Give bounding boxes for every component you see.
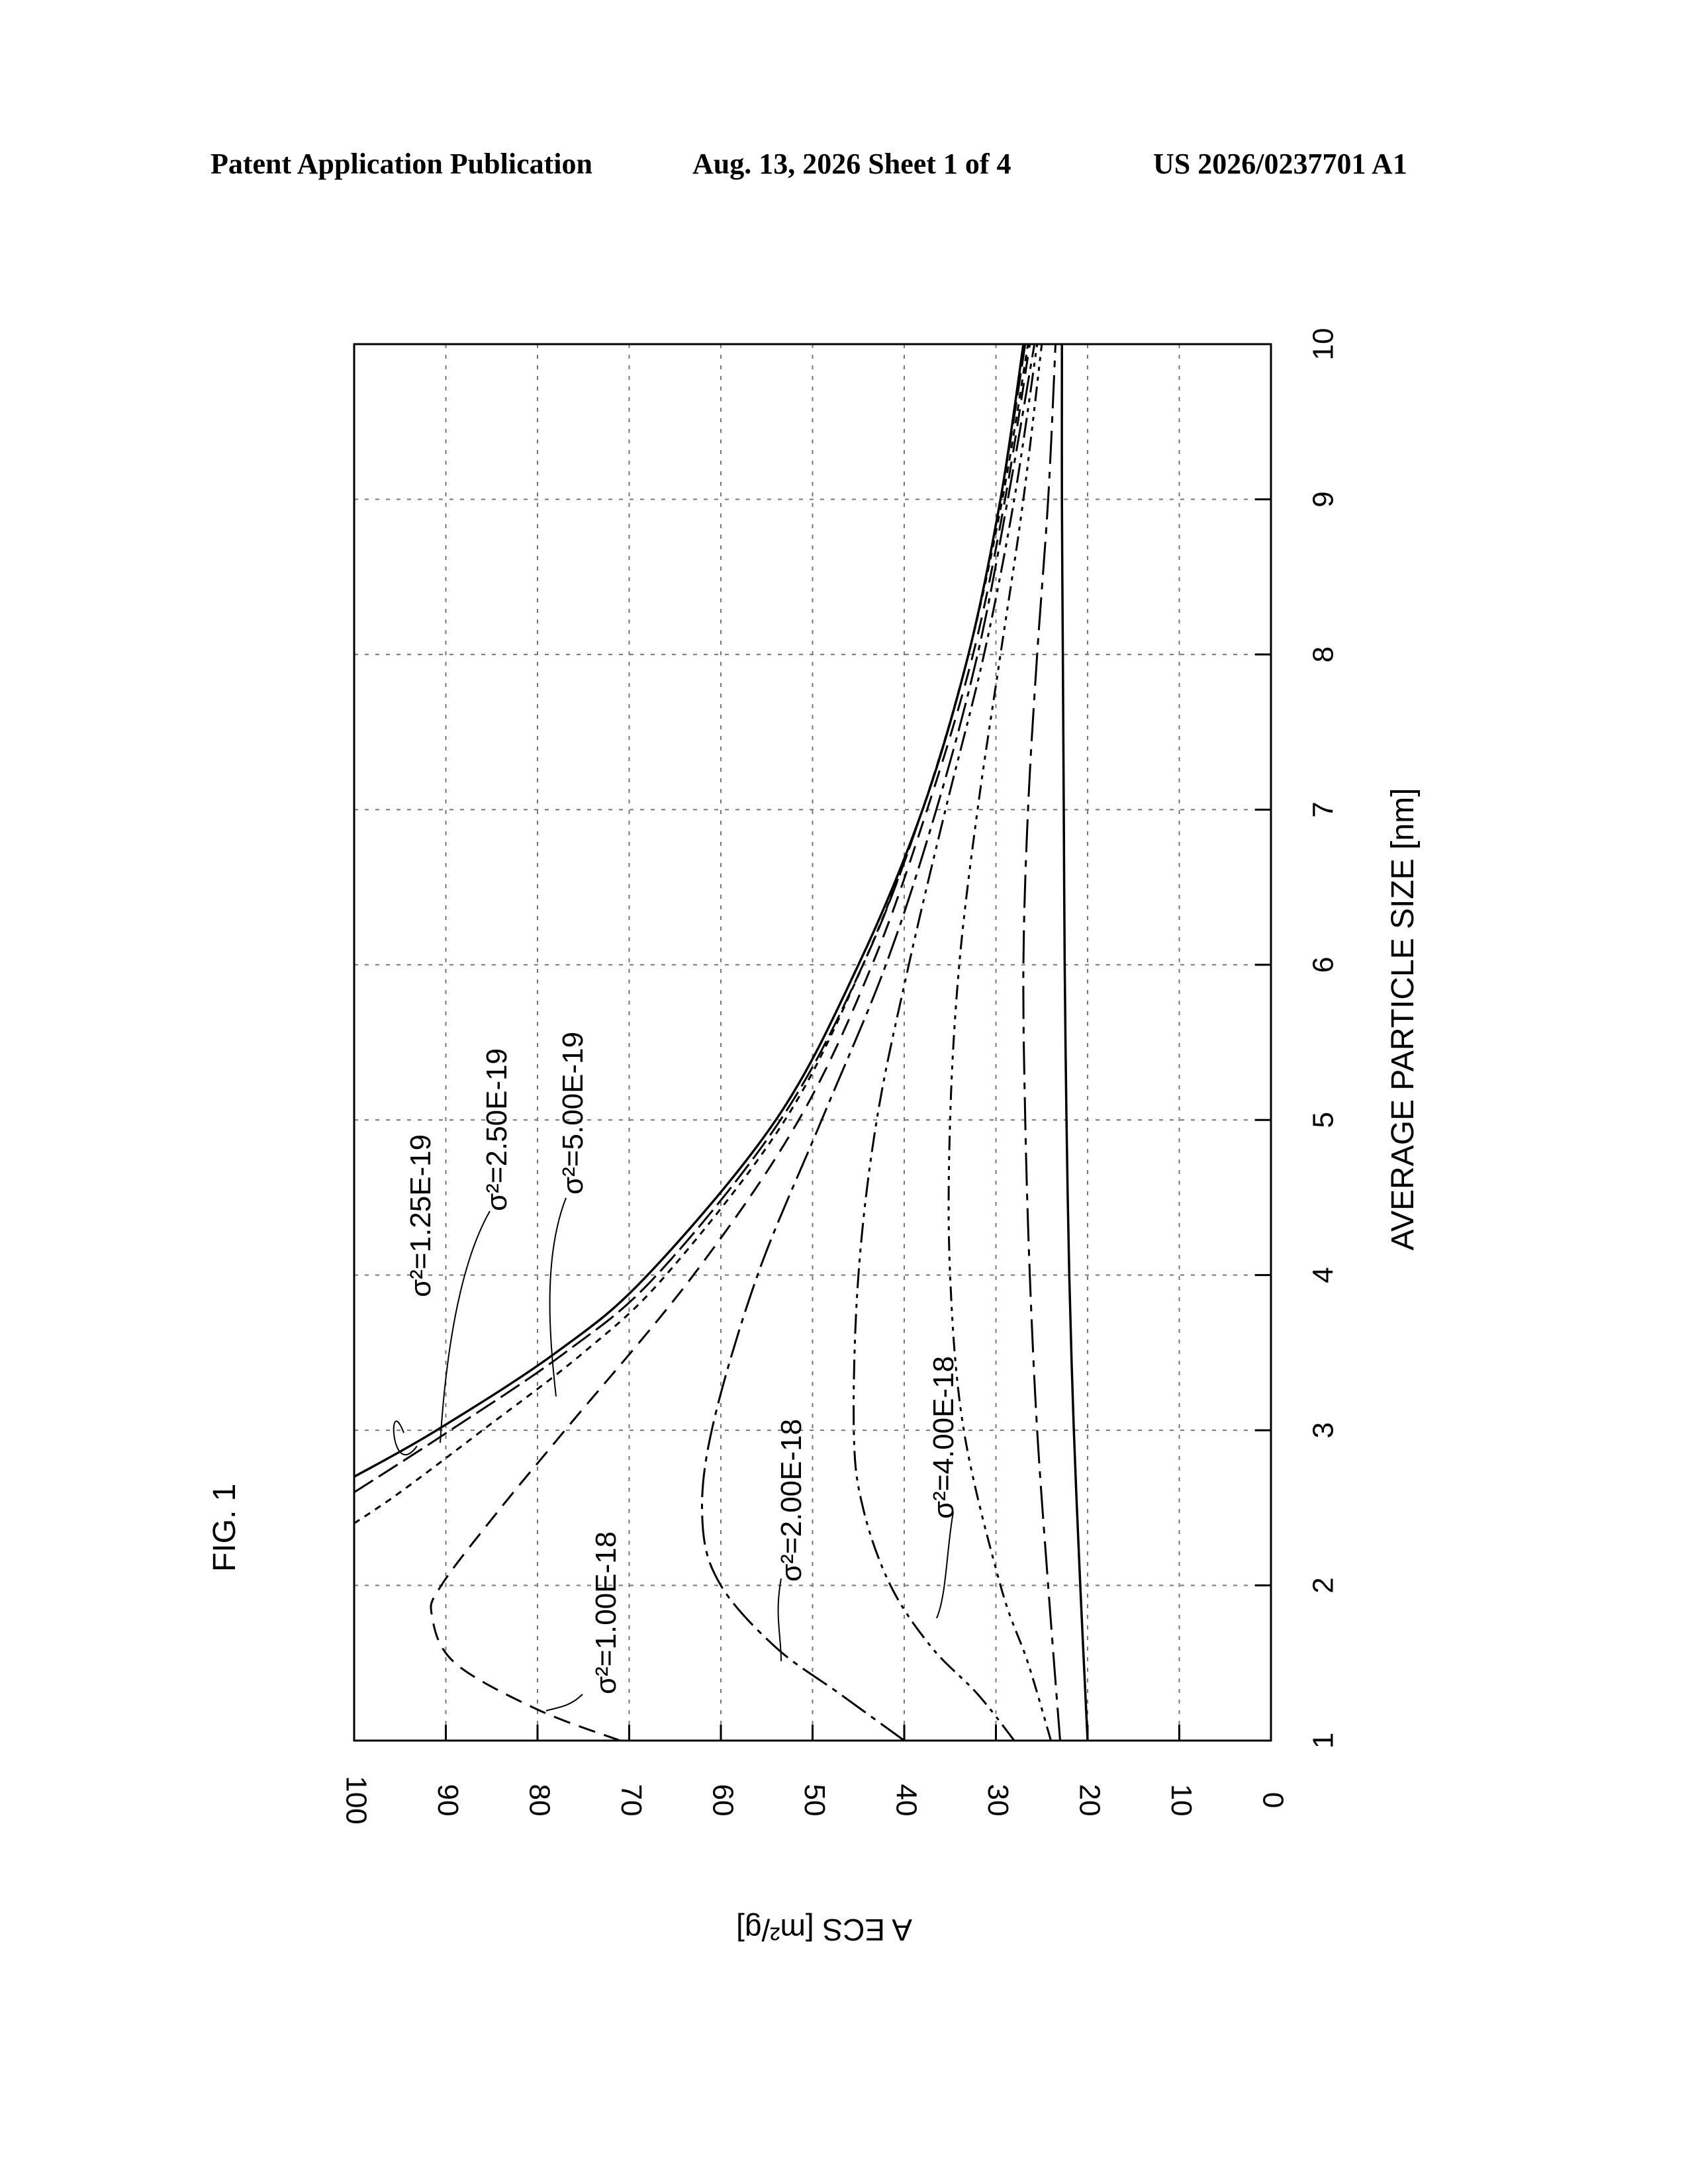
- x-tick-label: 9: [1307, 491, 1340, 507]
- x-tick-label: 4: [1307, 1267, 1340, 1283]
- y-tick-label: 100: [340, 1776, 372, 1824]
- y-tick-label: 0: [1256, 1792, 1289, 1808]
- y-tick-label: 10: [1165, 1784, 1197, 1817]
- series-line: [431, 344, 1030, 1741]
- label-sigma-1-25e-19: σ²=1.25E-19: [404, 1134, 437, 1297]
- x-tick-label: 3: [1307, 1422, 1340, 1438]
- y-tick-label: 40: [890, 1784, 922, 1817]
- leader-line: [546, 1694, 583, 1711]
- series-line: [949, 344, 1051, 1741]
- x-tick-label: 6: [1307, 957, 1340, 973]
- grid: [354, 344, 1271, 1741]
- y-tick-label: 70: [615, 1784, 647, 1817]
- label-sigma-2-00e-18: σ²=2.00E-18: [775, 1419, 808, 1582]
- y-tick-label: 90: [432, 1784, 464, 1817]
- leader-line: [440, 1211, 490, 1443]
- x-tick-label: 1: [1307, 1733, 1340, 1749]
- y-axis-title: A ECS [m²/g]: [736, 1913, 912, 1947]
- y-tick-label: 30: [982, 1784, 1014, 1817]
- leader-line: [937, 1512, 953, 1618]
- figure-label: FIG. 1: [207, 1484, 242, 1572]
- x-tick-label: 2: [1307, 1577, 1340, 1593]
- series-line: [1062, 344, 1088, 1741]
- label-sigma-5-00e-19: σ²=5.00E-19: [557, 1032, 589, 1195]
- x-tick-label: 10: [1307, 328, 1340, 361]
- x-tick-label: 8: [1307, 647, 1340, 662]
- x-tick-label: 5: [1307, 1112, 1340, 1128]
- series-line: [354, 344, 1023, 1477]
- label-sigma-2-50e-19: σ²=2.50E-19: [481, 1048, 513, 1211]
- series-line: [702, 344, 1035, 1741]
- x-axis-title: AVERAGE PARTICLE SIZE [nm]: [1385, 788, 1421, 1251]
- leader-line: [550, 1198, 566, 1396]
- series-line: [354, 344, 1028, 1524]
- y-tick-label: 20: [1073, 1784, 1105, 1817]
- series-line: [854, 344, 1037, 1741]
- y-tick-label: 60: [706, 1784, 739, 1817]
- y-tick-label: 50: [798, 1784, 831, 1817]
- label-sigma-1-00e-18: σ²=1.00E-18: [590, 1531, 622, 1694]
- series-line: [1023, 344, 1060, 1741]
- label-sigma-4-00e-18: σ²=4.00E-18: [927, 1356, 960, 1519]
- x-tick-label: 7: [1307, 801, 1340, 817]
- y-tick-label: 80: [523, 1784, 555, 1817]
